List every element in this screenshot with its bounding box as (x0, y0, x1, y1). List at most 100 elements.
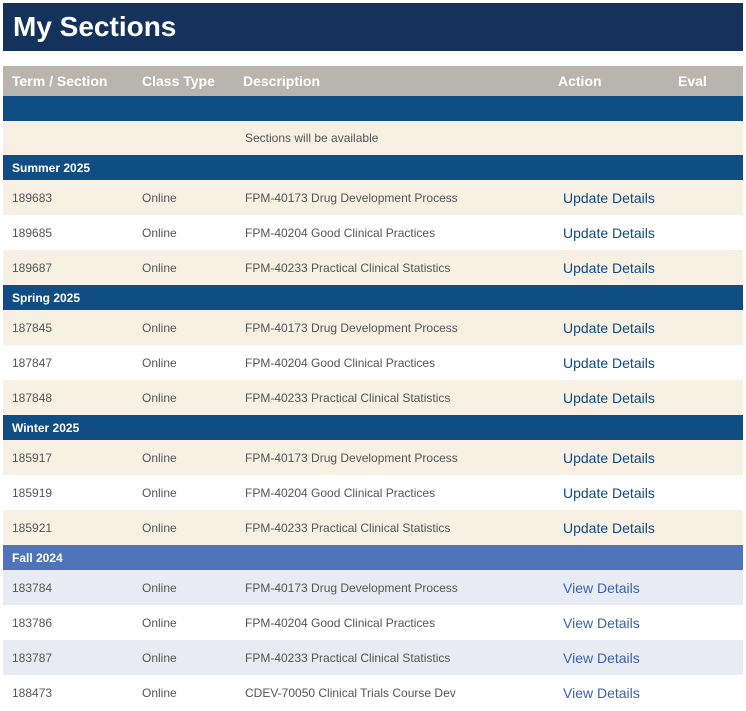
blank-term-cell (3, 96, 743, 121)
course-description: FPM-40204 Good Clinical Practices (234, 605, 550, 640)
section-row: 187848 Online FPM-40233 Practical Clinical… (3, 380, 743, 415)
notice-cell-empty (133, 121, 234, 155)
column-header-eval: Eval (660, 66, 743, 96)
view-details-link[interactable]: View Details (563, 579, 640, 596)
class-type: Online (133, 605, 234, 640)
term-name: Spring 2025 (3, 285, 743, 310)
action-cell: Update Details (550, 250, 660, 285)
blank-term-row (3, 96, 743, 121)
class-type: Online (133, 310, 234, 345)
action-cell: Update Details (550, 310, 660, 345)
eval-cell (660, 310, 743, 345)
section-row: 185917 Online FPM-40173 Drug Development P… (3, 440, 743, 475)
update-details-link[interactable]: Update Details (563, 449, 655, 466)
eval-cell (660, 440, 743, 475)
section-row: 187845 Online FPM-40173 Drug Development P… (3, 310, 743, 345)
section-number: 189687 (3, 250, 133, 285)
update-details-link[interactable]: Update Details (563, 224, 655, 241)
update-details-link[interactable]: Update Details (563, 259, 655, 276)
term-group-header: Summer 2025 (3, 155, 743, 180)
page-title: My Sections (13, 11, 177, 42)
action-cell: Update Details (550, 475, 660, 510)
course-description: FPM-40204 Good Clinical Practices (234, 215, 550, 250)
section-row: 189683 Online FPM-40173 Drug Development P… (3, 180, 743, 215)
update-details-link[interactable]: Update Details (563, 354, 655, 371)
view-details-link[interactable]: View Details (563, 684, 640, 701)
eval-cell (660, 640, 743, 675)
action-cell: Update Details (550, 180, 660, 215)
term-name: Summer 2025 (3, 155, 743, 180)
notice-cell-empty (660, 121, 743, 155)
column-header-class-type: Class Type (133, 66, 234, 96)
eval-cell (660, 570, 743, 605)
eval-cell (660, 510, 743, 545)
section-row: 183784 Online FPM-40173 Drug Development P… (3, 570, 743, 605)
course-description: FPM-40204 Good Clinical Practices (234, 475, 550, 510)
column-header-action: Action (550, 66, 660, 96)
update-details-link[interactable]: Update Details (563, 389, 655, 406)
course-description: FPM-40233 Practical Clinical Statistics (234, 640, 550, 675)
action-cell: Update Details (550, 510, 660, 545)
section-row: 189685 Online FPM-40204 Good Clinical Prac… (3, 215, 743, 250)
course-description: CDEV-70050 Clinical Trials Course Dev (234, 675, 550, 710)
update-details-link[interactable]: Update Details (563, 319, 655, 336)
section-number: 187847 (3, 345, 133, 380)
section-number: 183787 (3, 640, 133, 675)
class-type: Online (133, 675, 234, 710)
eval-cell (660, 475, 743, 510)
class-type: Online (133, 180, 234, 215)
eval-cell (660, 675, 743, 710)
section-number: 185921 (3, 510, 133, 545)
section-row: 185919 Online FPM-40204 Good Clinical Prac… (3, 475, 743, 510)
term-group-header: Spring 2025 (3, 285, 743, 310)
section-row: 187847 Online FPM-40204 Good Clinical Prac… (3, 345, 743, 380)
section-row: 189687 Online FPM-40233 Practical Clinical… (3, 250, 743, 285)
class-type: Online (133, 440, 234, 475)
notice-row: Sections will be available (3, 121, 743, 155)
course-description: FPM-40173 Drug Development Process (234, 440, 550, 475)
update-details-link[interactable]: Update Details (563, 519, 655, 536)
update-details-link[interactable]: Update Details (563, 484, 655, 501)
action-cell: Update Details (550, 380, 660, 415)
eval-cell (660, 380, 743, 415)
course-description: FPM-40233 Practical Clinical Statistics (234, 250, 550, 285)
action-cell: View Details (550, 675, 660, 710)
class-type: Online (133, 380, 234, 415)
update-details-link[interactable]: Update Details (563, 189, 655, 206)
term-name: Fall 2024 (3, 545, 743, 570)
action-cell: Update Details (550, 345, 660, 380)
section-row: 188473 Online CDEV-70050 Clinical Trials C… (3, 675, 743, 710)
action-cell: Update Details (550, 215, 660, 250)
notice-cell-empty (550, 121, 660, 155)
action-cell: View Details (550, 570, 660, 605)
sections-table: Term / Section Class Type Description Ac… (3, 66, 743, 710)
section-number: 187845 (3, 310, 133, 345)
sections-available-notice: Sections will be available (234, 121, 550, 155)
course-description: FPM-40173 Drug Development Process (234, 180, 550, 215)
view-details-link[interactable]: View Details (563, 614, 640, 631)
section-number: 189685 (3, 215, 133, 250)
class-type: Online (133, 475, 234, 510)
eval-cell (660, 215, 743, 250)
term-name: Winter 2025 (3, 415, 743, 440)
eval-cell (660, 605, 743, 640)
column-header-term-section: Term / Section (3, 66, 133, 96)
section-number: 185917 (3, 440, 133, 475)
section-number: 189683 (3, 180, 133, 215)
course-description: FPM-40173 Drug Development Process (234, 570, 550, 605)
course-description: FPM-40233 Practical Clinical Statistics (234, 380, 550, 415)
class-type: Online (133, 510, 234, 545)
section-number: 185919 (3, 475, 133, 510)
view-details-link[interactable]: View Details (563, 649, 640, 666)
column-header-description: Description (234, 66, 550, 96)
eval-cell (660, 345, 743, 380)
action-cell: View Details (550, 640, 660, 675)
notice-cell-empty (3, 121, 133, 155)
action-cell: View Details (550, 605, 660, 640)
section-row: 183787 Online FPM-40233 Practical Clinical… (3, 640, 743, 675)
action-cell: Update Details (550, 440, 660, 475)
section-row: 183786 Online FPM-40204 Good Clinical Prac… (3, 605, 743, 640)
class-type: Online (133, 345, 234, 380)
section-number: 187848 (3, 380, 133, 415)
section-number: 183786 (3, 605, 133, 640)
